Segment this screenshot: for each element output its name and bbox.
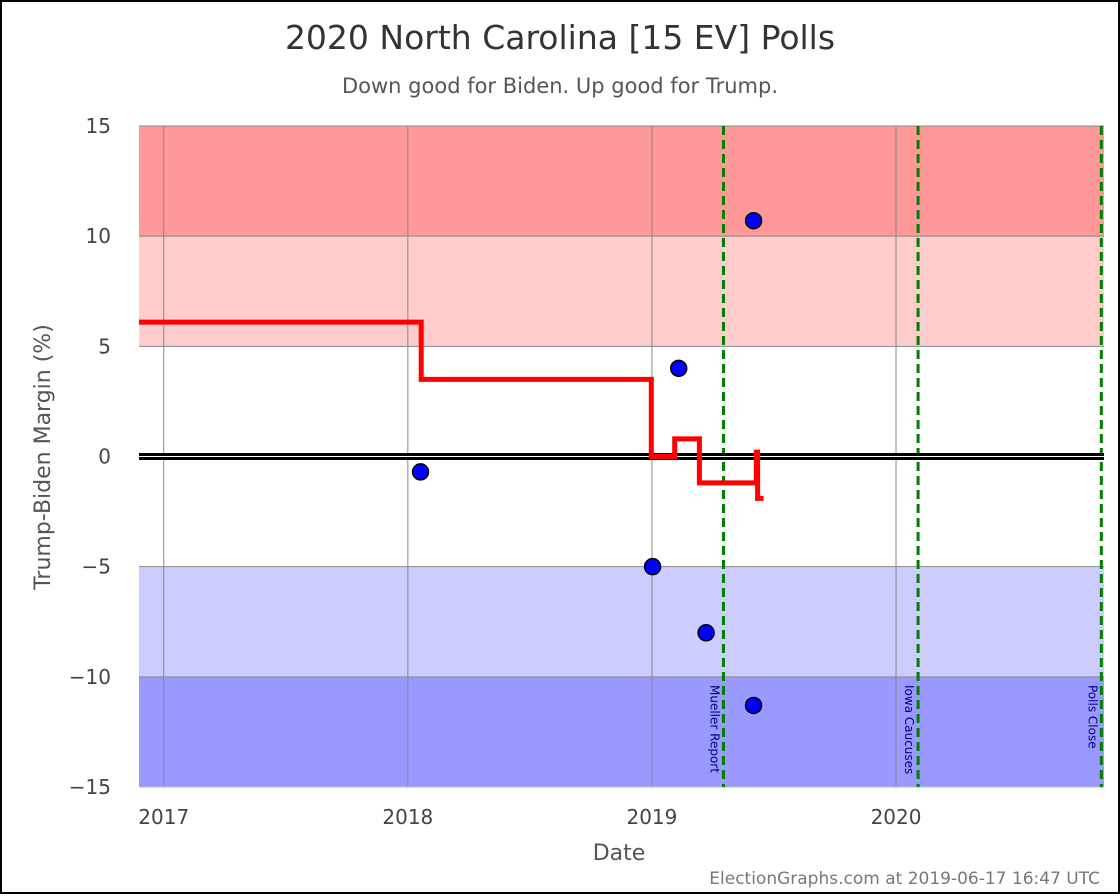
- event-label-2: Polls Close: [1085, 685, 1099, 749]
- x-tick-label-1: 2018: [382, 805, 433, 829]
- y-tick-labels: 15 10 5 0 −5 −10 −15: [69, 114, 111, 799]
- poll-point-3: [697, 624, 715, 642]
- band-0: [139, 126, 1104, 237]
- y-tick-label-6: −15: [69, 775, 111, 799]
- y-tick-label-5: −10: [69, 665, 111, 689]
- x-tick-label-3: 2020: [871, 805, 922, 829]
- y-axis-label: Trump-Biden Margin (%): [31, 324, 56, 591]
- x-tick-label-0: 2017: [138, 805, 189, 829]
- poll-point-5: [744, 696, 763, 715]
- y-tick-label-0: 15: [86, 114, 111, 138]
- y-tick-label-4: −5: [82, 555, 111, 579]
- y-tick-label-3: 0: [98, 445, 111, 469]
- credit-text: ElectionGraphs.com at 2019-06-17 16:47 U…: [709, 869, 1100, 889]
- x-tick-labels: 2017 2018 2019 2020: [138, 805, 921, 829]
- chart-subtitle: Down good for Biden. Up good for Trump.: [342, 74, 778, 98]
- x-axis-label: Date: [593, 841, 646, 866]
- event-label-0: Mueller Report: [707, 685, 721, 773]
- chart-title: 2020 North Carolina [15 EV] Polls: [285, 18, 835, 57]
- average-line: [139, 319, 764, 501]
- poll-point-4: [744, 211, 763, 230]
- poll-point-2: [669, 359, 688, 378]
- band-3: [139, 566, 1104, 677]
- event-label-1: Iowa Caucuses: [902, 685, 916, 774]
- band-1: [139, 236, 1104, 347]
- poll-points: [411, 211, 763, 715]
- x-tick-label-2: 2019: [626, 805, 677, 829]
- y-tick-label-1: 10: [86, 224, 111, 248]
- poll-point-1: [643, 557, 662, 576]
- poll-point-0: [411, 463, 430, 481]
- band-4: [139, 676, 1104, 787]
- trend-lines: [139, 319, 764, 501]
- y-tick-label-2: 5: [98, 334, 111, 358]
